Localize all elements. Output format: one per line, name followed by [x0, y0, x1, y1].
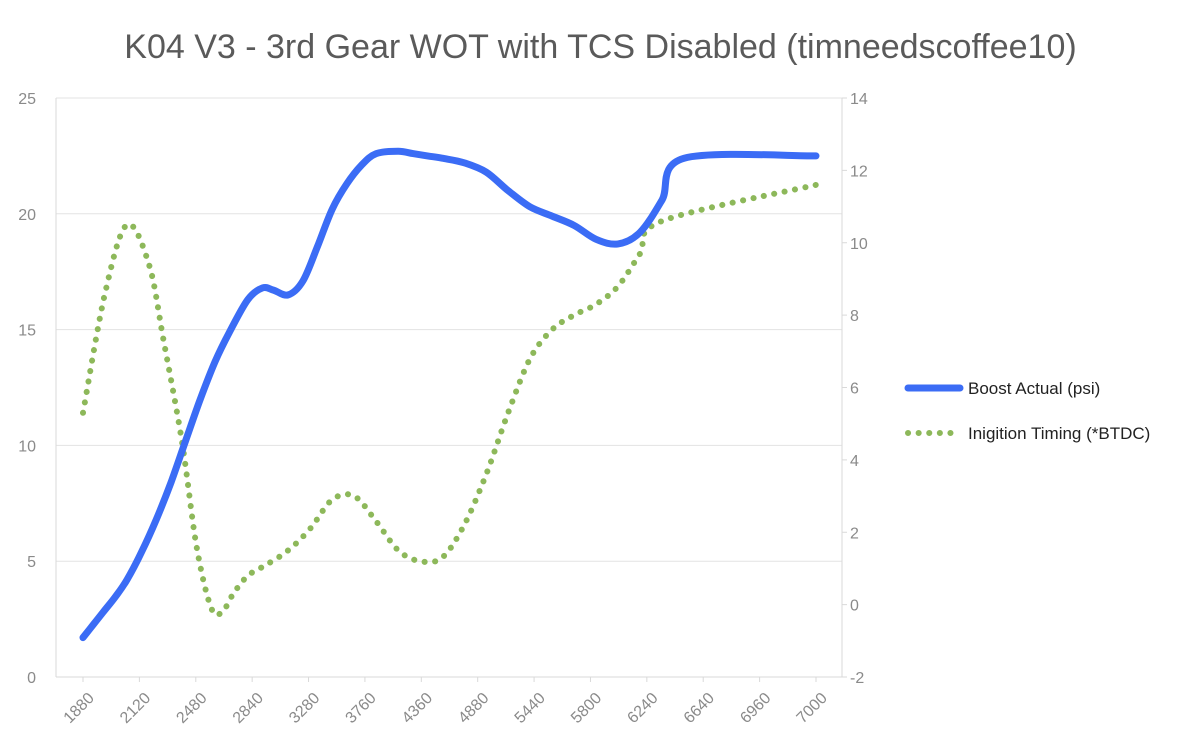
- x-tick-label: 2840: [230, 690, 267, 727]
- series-line-timing: [80, 181, 819, 618]
- x-tick-label: 6240: [624, 690, 661, 727]
- x-tick-label: 5800: [568, 690, 605, 727]
- x-tick-label: 1880: [61, 690, 98, 727]
- y-tick-label: 10: [18, 438, 36, 455]
- y2-tick-label: 10: [850, 236, 868, 253]
- series-line-boost: [79, 147, 820, 642]
- x-tick-labels: 1880 2120 2480 2840 3280 3760 4360 4880 5440 5800…: [61, 677, 831, 727]
- y-tick-label: 20: [18, 207, 36, 224]
- y2-tick-label: 0: [850, 598, 859, 615]
- series-lines: [79, 147, 820, 642]
- x-tick-label: 2480: [173, 690, 210, 727]
- x-tick-label: 4880: [455, 690, 492, 727]
- x-tick-label: 7000: [794, 690, 831, 727]
- y-tick-label: 25: [18, 91, 36, 108]
- y2-tick-label: -2: [850, 670, 864, 687]
- y-tick-label: 15: [18, 323, 36, 340]
- x-tick-label: 3280: [286, 690, 323, 727]
- y2-tick-label: 8: [850, 308, 859, 325]
- y2-tick-label: 14: [850, 91, 868, 108]
- legend: Boost Actual (psi) Inigition Timing (*BTD…: [904, 379, 1150, 443]
- y2-tick-labels: -2 0 2 4 6 8 10 12 14: [842, 91, 868, 687]
- x-tick-label: 5440: [512, 690, 549, 727]
- chart-title: K04 V3 - 3rd Gear WOT with TCS Disabled …: [124, 28, 1077, 66]
- y-tick-label: 5: [27, 554, 36, 571]
- gridlines: [56, 97, 842, 562]
- x-tick-label: 4360: [399, 690, 436, 727]
- x-tick-label: 2120: [117, 690, 154, 727]
- y-tick-labels: 0 5 10 15 20 25: [18, 91, 36, 687]
- x-tick-label: 3760: [343, 690, 380, 727]
- legend-label: Inigition Timing (*BTDC): [968, 424, 1150, 443]
- y-tick-label: 0: [27, 670, 36, 687]
- y2-tick-label: 2: [850, 525, 859, 542]
- legend-label: Boost Actual (psi): [968, 379, 1100, 398]
- y2-tick-label: 6: [850, 381, 859, 398]
- axes: [55, 98, 843, 678]
- y2-tick-label: 12: [850, 163, 868, 180]
- x-tick-label: 6960: [737, 690, 774, 727]
- x-tick-label: 6640: [681, 690, 718, 727]
- y2-tick-label: 4: [850, 453, 859, 470]
